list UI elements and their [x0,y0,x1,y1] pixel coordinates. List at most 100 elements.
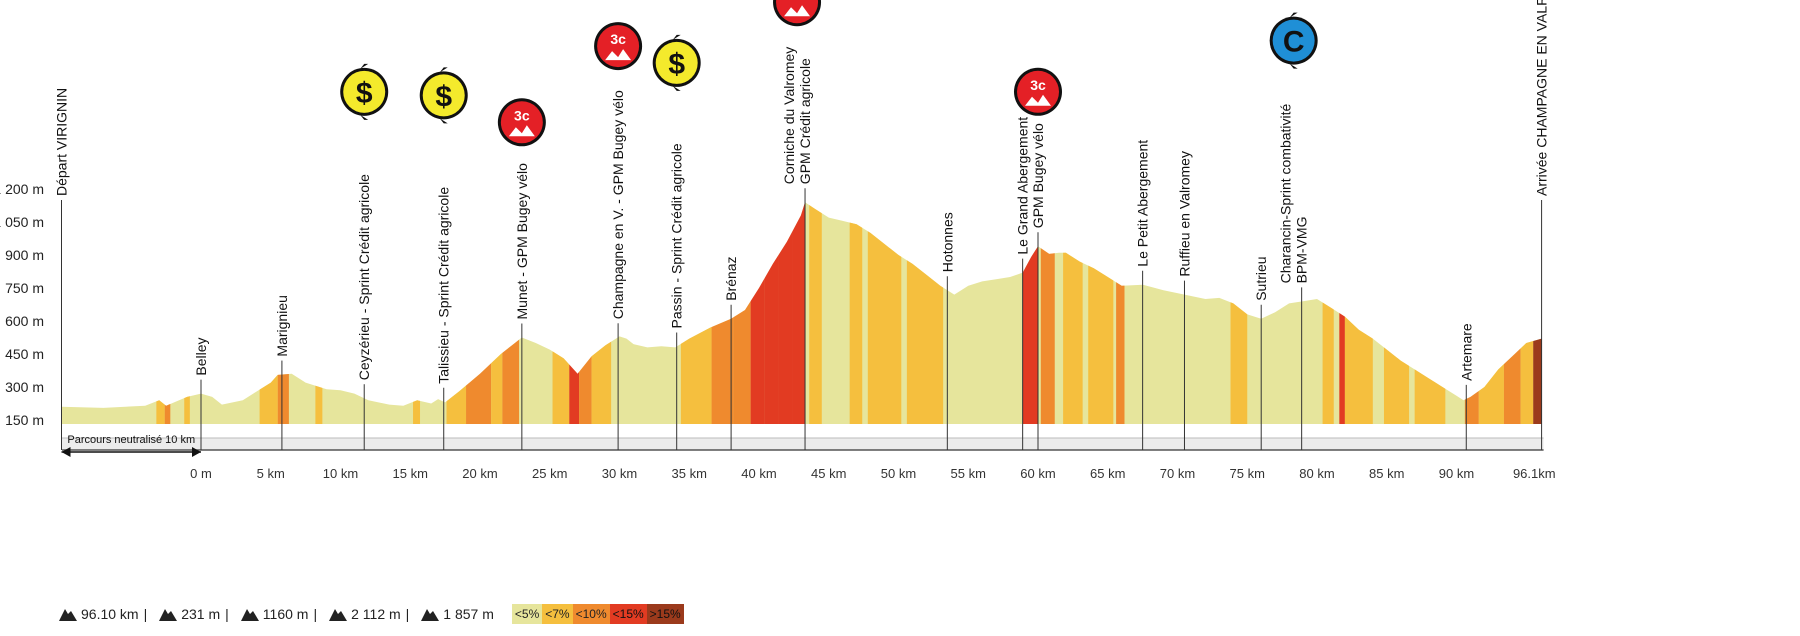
gradient-segment [1383,202,1410,424]
stat-item: 1 857 m [420,606,494,622]
climb-badge: HC [773,0,822,27]
location-label: Belley [193,337,209,375]
x-tick-label: 60 km [1020,466,1055,481]
gradient-segment [1520,202,1534,424]
y-tick-label: 750 m [5,280,44,296]
location-marker: Talissieu - Sprint Crédit agricole $ [419,67,468,450]
stat-value: 1160 m [262,606,309,622]
badge-symbol-icon: C [1283,26,1305,59]
location-label: Champagne en V. - GPM Bugey vélo [610,90,626,319]
mountain-icon [784,5,811,17]
neutral-label: Parcours neutralisé 10 km [67,434,195,446]
stat-separator: | [225,606,229,622]
badge-fill [597,25,640,68]
neutral-arrow-left [61,447,71,457]
sprint-badge: $ [340,63,389,120]
mountain-icon [605,49,632,61]
elevation-loss-icon [421,609,440,621]
sprint-badge: $ [652,34,701,91]
climb-badge: 3c [497,98,546,147]
y-tick-label: 900 m [5,247,44,263]
x-tick-label: 45 km [811,466,846,481]
gradient-segment [906,202,944,424]
gradient-segment [1344,202,1373,424]
location-marker: Munet - GPM Bugey vélo 3c [497,98,546,450]
location-marker: Artemare [1458,323,1474,450]
gradient-segment [184,202,190,424]
x-tick-label: 0 m [190,466,212,481]
gradient-segment [259,202,278,424]
badge-symbol-icon: $ [668,48,685,81]
gradient-segment [1478,202,1504,424]
stage-stats: 96.10 km | 231 m | 1160 m | 2 112 m | 1 857 m <5… [58,603,684,625]
location-label: Passin - Sprint Crédit agricole [669,143,685,328]
x-tick-label: 15 km [393,466,428,481]
neutral-arrow-right [192,447,201,457]
stat-value: 96.10 km [81,606,139,622]
elevation-gain-icon [329,609,348,621]
gradient-legend: <5% <7% <10% <15% >15% [511,604,684,624]
legend-item: <7% [542,604,573,624]
x-tick-label: 10 km [323,466,358,481]
location-marker: Sutrieu [1253,256,1269,450]
stat-item: 96.10 km | [58,606,152,622]
x-tick-label: 65 km [1090,466,1125,481]
gradient-segment [1414,202,1446,424]
gradient-segment [867,202,902,424]
stat-separator: | [405,606,410,622]
location-markers: Départ VIRIGNIN Belley Marignieu Ceyzérieu … [54,0,1550,450]
location-marker: Brénaz [723,256,739,450]
x-tick-label: 20 km [462,466,497,481]
x-tick-label: 70 km [1160,466,1195,481]
x-tick-label: 40 km [741,466,776,481]
location-label: GPM Crédit agricole [797,58,813,184]
gradient-segment [315,202,323,424]
gradient-segment [1230,202,1248,424]
track-strip [62,437,1544,451]
gradient-segment [778,202,793,424]
max-altitude-icon [240,609,259,621]
stat-separator: | [143,606,148,622]
gradient-segment [809,202,822,424]
location-marker: Charancin-Sprint combativité BPM-VMG C [1269,12,1318,450]
location-label: Munet - GPM Bugey vélo [514,163,530,320]
badge-notch-icon [672,85,681,91]
x-axis: 0 m 5 km 10 km 15 km 20 km 25 km 30 km 35 km 40 … [190,466,1555,481]
badge-symbol-icon: $ [356,77,373,110]
neutral-zone: Parcours neutralisé 10 km [61,434,201,457]
x-tick-label: 90 km [1439,466,1474,481]
badge-fill [1017,70,1059,113]
y-axis: 150 m 300 m 450 m 600 m 750 m 900 m 1 050 m 1 2… [0,181,44,428]
badge-fill [422,74,465,117]
gradient-segment [680,202,712,424]
profile-chart: 150 m 300 m 450 m 600 m 750 m 900 m 1 050 m 1 2… [0,0,1556,481]
location-marker: Belley [193,337,209,450]
elevation-area [61,202,1542,424]
location-label: BPM-VMG [1294,217,1310,284]
badge-fill [343,70,386,113]
gradient-segment [750,202,765,424]
gradient-segment [792,202,806,424]
badge-notch-icon [1289,63,1298,69]
mountain-icon [508,125,535,137]
location-marker: Arrivée CHAMPAGNE EN VALROMEY [1534,0,1550,450]
stat-item: 231 m | [158,606,234,622]
mountain-icon [1025,94,1051,106]
y-tick-label: 600 m [5,313,44,329]
combativity-badge: C [1269,12,1318,69]
legend-item: <15% [609,604,647,624]
x-tick-label: 85 km [1369,466,1404,481]
stat-value: 231 m [181,606,221,622]
location-label: Le Grand Abergement [1015,117,1031,255]
location-marker: Départ VIRIGNIN [54,88,70,450]
gradient-segment [491,202,503,424]
gradient-segment [164,202,171,424]
badge-fill [776,0,819,24]
x-tick-label: 75 km [1230,466,1265,481]
x-tick-label: 25 km [532,466,567,481]
y-tick-label: 150 m [5,412,44,428]
location-label: Sutrieu [1253,256,1269,300]
gradient-segment [1464,202,1479,424]
gradient-segment [849,202,863,424]
